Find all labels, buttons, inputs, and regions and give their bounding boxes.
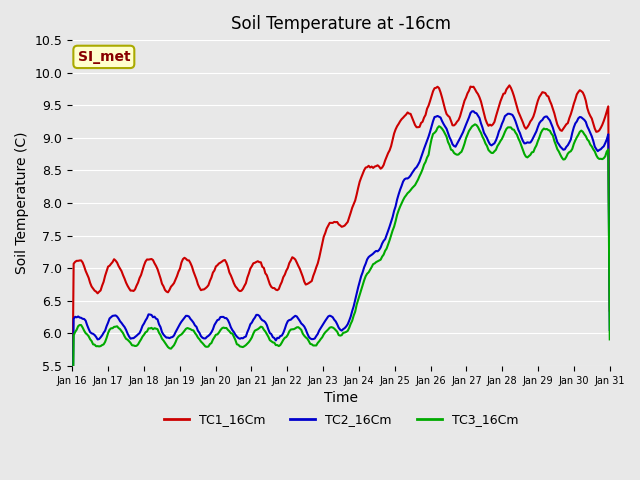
- Title: Soil Temperature at -16cm: Soil Temperature at -16cm: [231, 15, 451, 33]
- Y-axis label: Soil Temperature (C): Soil Temperature (C): [15, 132, 29, 274]
- Text: SI_met: SI_met: [77, 50, 130, 64]
- X-axis label: Time: Time: [324, 391, 358, 405]
- Legend: TC1_16Cm, TC2_16Cm, TC3_16Cm: TC1_16Cm, TC2_16Cm, TC3_16Cm: [159, 408, 524, 432]
